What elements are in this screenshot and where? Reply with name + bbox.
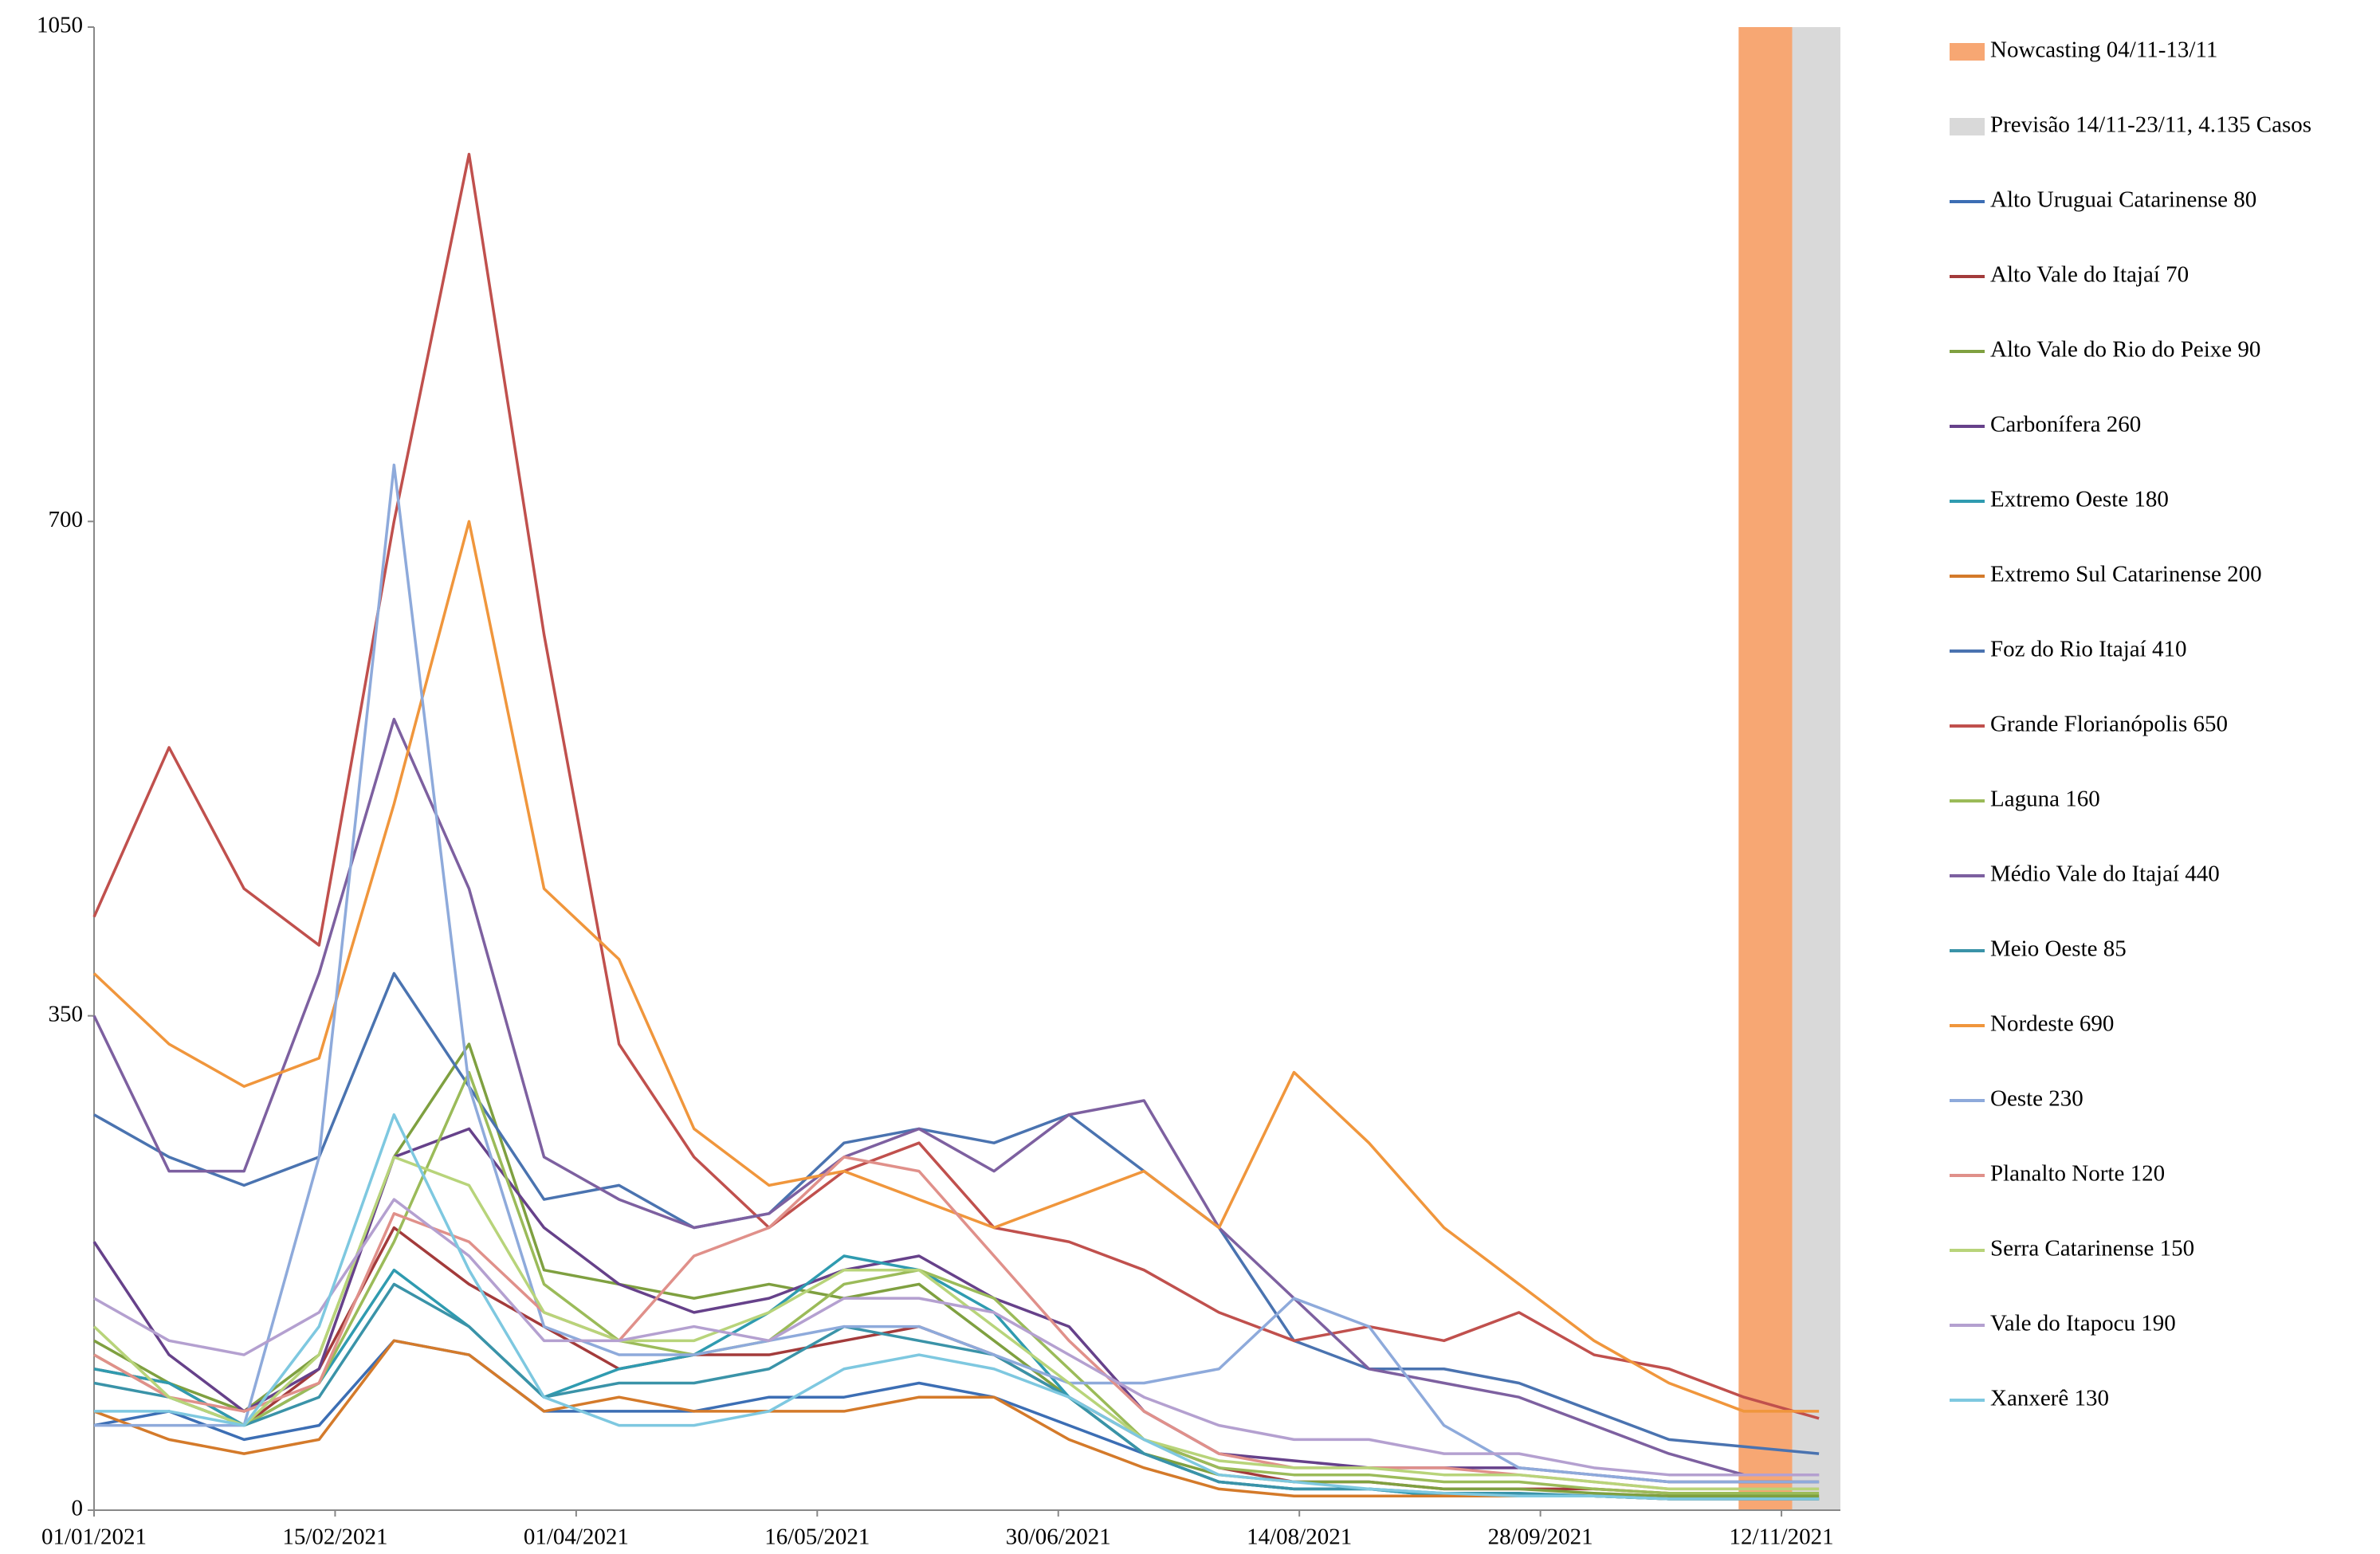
legend-label: Xanxerê 130 [1990, 1386, 2109, 1411]
series-line [93, 1339, 1820, 1501]
y-tick-label: 350 [49, 1001, 84, 1026]
x-tick-label: 01/04/2021 [524, 1525, 629, 1550]
x-tick-label: 15/02/2021 [282, 1525, 387, 1550]
forecast-band [1792, 27, 1840, 1510]
legend-label: Meio Oeste 85 [1990, 936, 2127, 962]
legend-label: Alto Uruguai Catarinense 80 [1990, 187, 2256, 213]
legend-label: Grande Florianópolis 650 [1990, 712, 2228, 737]
x-tick-label: 14/08/2021 [1247, 1525, 1352, 1550]
series-line [93, 1156, 1820, 1491]
y-tick-label: 1050 [37, 13, 83, 38]
series-line [92, 717, 1820, 1477]
forecast-band [1738, 27, 1793, 1510]
series-line [94, 1113, 1820, 1501]
x-tick-label: 01/01/2021 [41, 1525, 147, 1550]
legend-label: Carbonífera 260 [1990, 412, 2141, 438]
legend-label: Nowcasting 04/11-13/11 [1990, 37, 2217, 63]
series-line [92, 1156, 1820, 1491]
legend-label: Planalto Norte 120 [1990, 1161, 2165, 1187]
legend-swatch [1950, 118, 1985, 135]
x-tick-label: 12/11/2021 [1730, 1525, 1834, 1550]
series-line [93, 1282, 1820, 1501]
legend-label: Alto Vale do Rio do Peixe 90 [1990, 337, 2260, 363]
legend-label: Nordeste 690 [1990, 1011, 2114, 1037]
x-tick-label: 16/05/2021 [764, 1525, 870, 1550]
series-line [93, 1339, 1820, 1501]
x-tick-label: 28/09/2021 [1488, 1525, 1593, 1550]
legend-label: Foz do Rio Itajaí 410 [1990, 637, 2186, 662]
series-line [93, 1070, 1820, 1495]
legend-label: Alto Vale do Itajaí 70 [1990, 262, 2189, 288]
legend-label: Extremo Oeste 180 [1990, 487, 2169, 512]
y-tick-label: 0 [72, 1496, 84, 1521]
legend-label: Extremo Sul Catarinense 200 [1990, 562, 2262, 587]
legend-label: Previsão 14/11-23/11, 4.135 Casos [1990, 112, 2311, 138]
legend-label: Serra Catarinense 150 [1990, 1236, 2194, 1262]
legend-label: Vale do Itapocu 190 [1990, 1311, 2176, 1336]
series-line [93, 971, 1820, 1455]
legend-label: Oeste 230 [1990, 1086, 2083, 1112]
legend-label: Médio Vale do Itajaí 440 [1990, 861, 2220, 887]
legend-label: Laguna 160 [1990, 787, 2100, 812]
series-line [94, 463, 1820, 1484]
series-line [93, 1198, 1820, 1477]
legend-swatch [1950, 43, 1985, 61]
x-tick-label: 30/06/2021 [1006, 1525, 1111, 1550]
y-tick-label: 700 [49, 507, 84, 532]
